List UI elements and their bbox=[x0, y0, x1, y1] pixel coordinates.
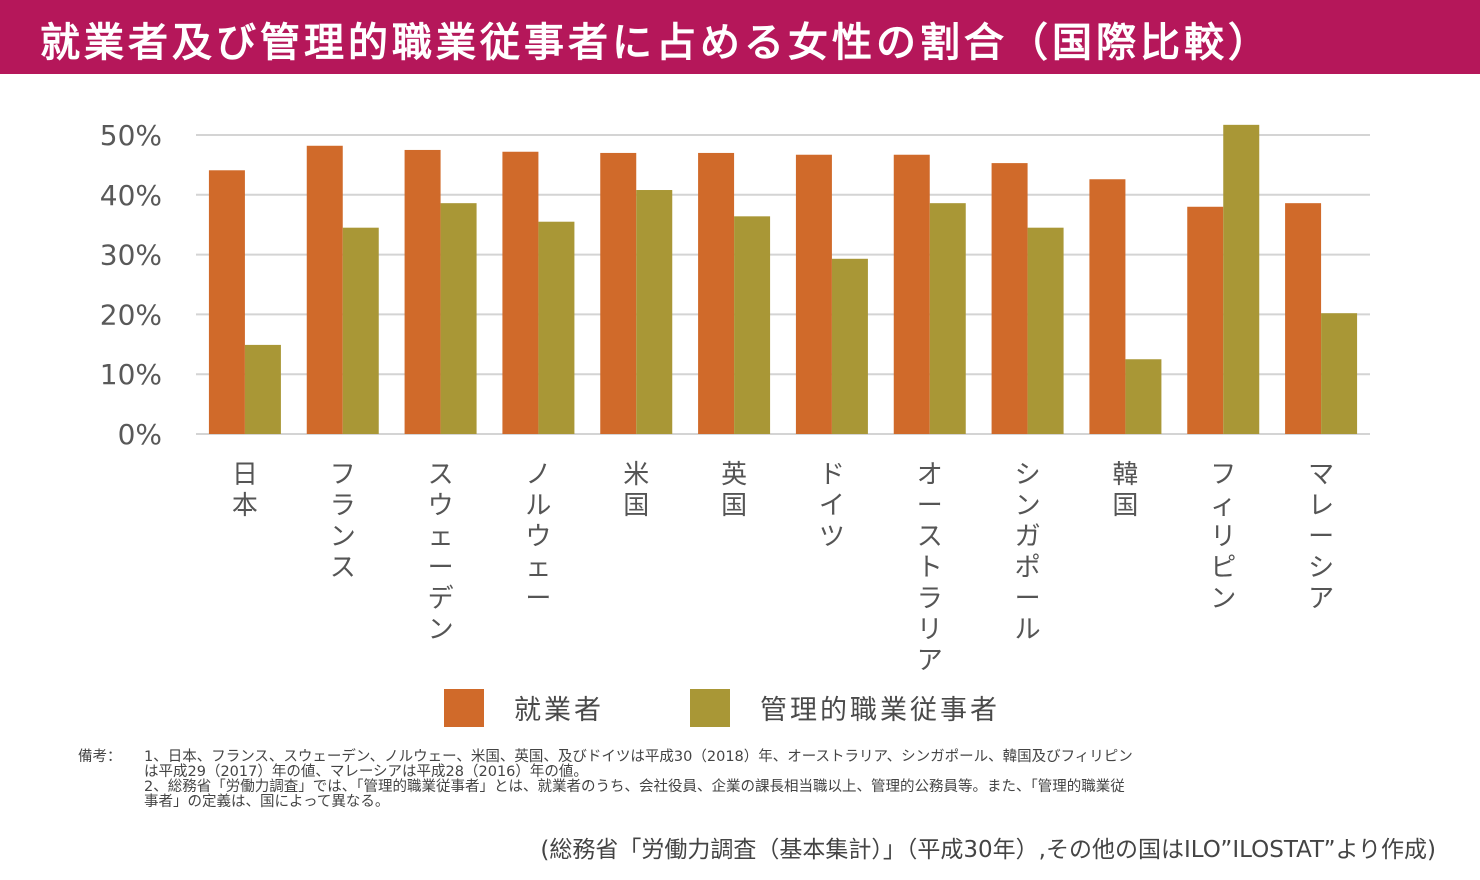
bar-managers bbox=[342, 227, 379, 434]
bar-employed bbox=[1187, 206, 1224, 434]
bar-managers bbox=[1027, 227, 1064, 434]
x-tick-label: 韓国 bbox=[1112, 460, 1138, 521]
bar-employed bbox=[208, 170, 245, 435]
title-banner: 就業者及び管理的職業従事者に占める女性の割合（国際比較） bbox=[0, 0, 1480, 74]
bar-managers bbox=[1125, 359, 1162, 434]
legend-item-employed: 就業者 bbox=[444, 688, 604, 727]
bar-managers bbox=[636, 190, 673, 434]
note-line: 1、日本、フランス、スウェーデン、ノルウェー、米国、英国、及びドイツは平成30（… bbox=[144, 749, 1133, 765]
bar-employed bbox=[600, 152, 637, 434]
x-tick-label: スウェーデン bbox=[428, 460, 454, 645]
legend-swatch-managers bbox=[690, 688, 730, 727]
x-tick-label: 米国 bbox=[623, 460, 649, 521]
x-tick-label: ドイツ bbox=[819, 460, 845, 552]
x-tick-label: マレーシア bbox=[1308, 460, 1334, 614]
x-tick-label: 英国 bbox=[721, 460, 747, 521]
note-line: 事者」の定義は、国によって異なる。 bbox=[144, 794, 390, 810]
y-tick-label: 10% bbox=[100, 358, 162, 391]
y-tick-label: 0% bbox=[118, 418, 162, 451]
bar-managers bbox=[1321, 313, 1358, 434]
x-tick-label: オーストラリア bbox=[917, 460, 943, 676]
bar-employed bbox=[1285, 203, 1322, 434]
legend-item-managers: 管理的職業従事者 bbox=[690, 688, 1000, 727]
x-tick-label: ノルウェー bbox=[525, 460, 551, 614]
bar-employed bbox=[698, 152, 735, 434]
bar-managers bbox=[440, 203, 477, 434]
x-tick-label: 日本 bbox=[232, 460, 258, 521]
notes-body: 1、日本、フランス、スウェーデン、ノルウェー、米国、英国、及びドイツは平成30（… bbox=[144, 750, 1464, 810]
y-tick-label: 30% bbox=[100, 239, 162, 272]
bar-employed bbox=[795, 154, 832, 434]
bar-employed bbox=[893, 154, 930, 434]
y-tick-label: 40% bbox=[100, 179, 162, 212]
y-tick-label: 50% bbox=[100, 119, 162, 152]
note-line: は平成29（2017）年の値、マレーシアは平成28（2016）年の値。 bbox=[144, 764, 588, 780]
bar-employed bbox=[306, 145, 343, 434]
bar-managers bbox=[244, 344, 281, 434]
legend-label-managers: 管理的職業従事者 bbox=[760, 695, 1000, 726]
legend-swatch-employed bbox=[444, 688, 484, 727]
legend-label-employed: 就業者 bbox=[514, 695, 604, 726]
bar-managers bbox=[929, 203, 966, 434]
bar-managers bbox=[831, 258, 868, 434]
x-tick-label: フィリピン bbox=[1210, 460, 1236, 614]
source-note: (総務省「労働力調査（基本集計）」（平成30年）,その他の国はILO”ILOST… bbox=[540, 837, 1436, 863]
bar-managers bbox=[538, 221, 575, 434]
bar-managers bbox=[734, 216, 771, 434]
y-tick-label: 20% bbox=[100, 298, 162, 331]
bar-managers bbox=[1223, 124, 1260, 435]
x-tick-label: シンガポール bbox=[1015, 460, 1041, 645]
chart-title: 就業者及び管理的職業従事者に占める女性の割合（国際比較） bbox=[40, 19, 1272, 66]
note-line: 2、総務省「労働力調査」では、「管理的職業従事者」とは、就業者のうち、会社役員、… bbox=[144, 779, 1125, 795]
bar-chart: 0% 10% 20% 30% 40% 50% 日本 フランス スウェーデン ノルウェー 米国 英国 ドイ… bbox=[100, 119, 1370, 676]
bar-employed bbox=[404, 149, 441, 434]
x-tick-label: フランス bbox=[330, 460, 356, 583]
notes-heading: 備考： bbox=[78, 749, 122, 765]
bar-employed bbox=[1089, 179, 1126, 434]
bar-employed bbox=[502, 151, 539, 434]
bar-employed bbox=[991, 163, 1028, 434]
